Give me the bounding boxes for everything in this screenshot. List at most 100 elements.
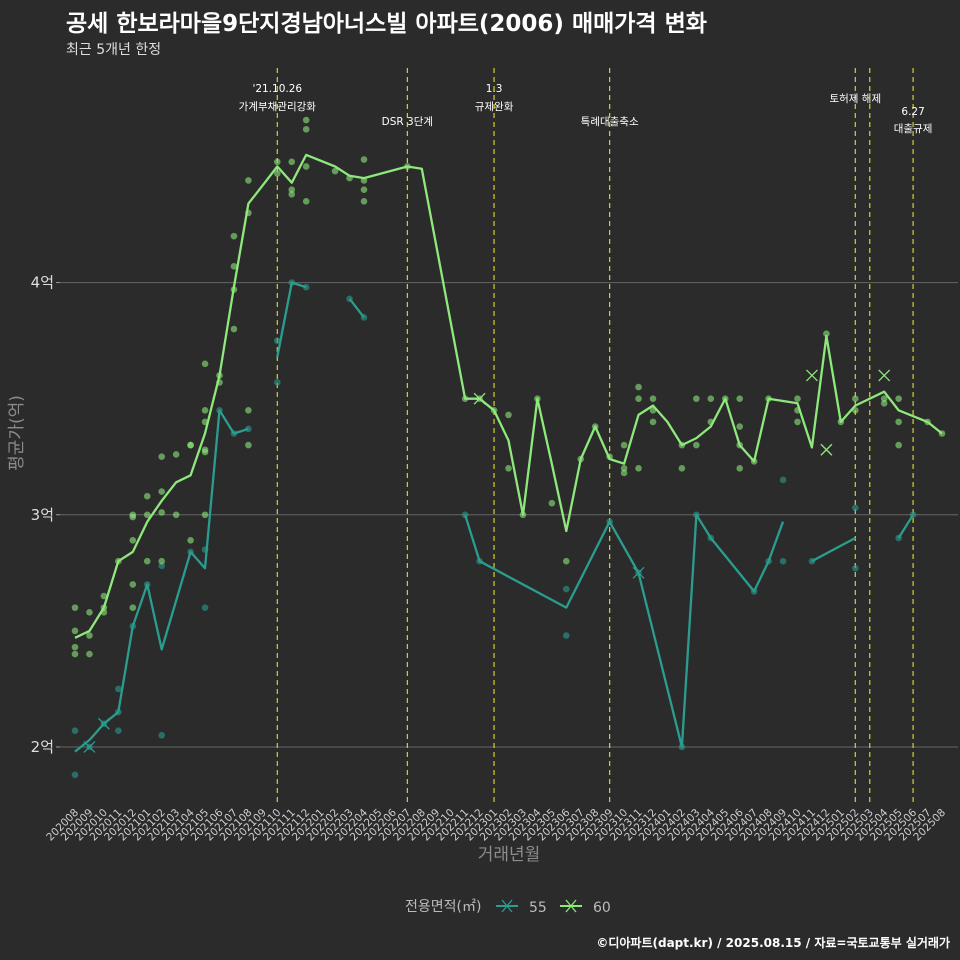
data-point — [172, 451, 180, 458]
data-point — [274, 158, 281, 166]
y-axis-label: 평균가(억) — [7, 395, 27, 471]
legend: 전용면적(㎡) 55 60 — [405, 899, 611, 916]
data-point — [115, 727, 122, 734]
data-point — [563, 585, 570, 593]
data-point — [302, 116, 310, 124]
data-point — [230, 263, 238, 270]
event-label: 가계부채관리강화 — [239, 101, 317, 113]
series-60 — [71, 116, 946, 658]
data-point — [201, 406, 209, 414]
data-point — [302, 198, 310, 205]
data-point — [360, 198, 368, 205]
data-point — [86, 632, 93, 639]
page-subtitle: 최근 5개년 한정 — [66, 42, 162, 58]
data-point — [649, 395, 657, 402]
page-title: 공세 한보라마을9단지경남아너스빌 아파트(2006) 매매가격 변화 — [66, 11, 707, 37]
data-point — [548, 499, 556, 507]
series-line — [276, 281, 307, 358]
data-point — [100, 592, 108, 600]
data-point — [158, 557, 165, 565]
y-tick-label: 3억 — [31, 506, 54, 524]
data-point — [288, 186, 296, 194]
series-line — [811, 536, 856, 563]
data-point — [331, 167, 339, 175]
data-point — [620, 469, 628, 477]
data-point — [693, 441, 700, 449]
data-point — [158, 732, 165, 739]
series-55 — [71, 279, 917, 779]
cross-marker — [632, 566, 645, 579]
cross-marker — [805, 369, 818, 382]
data-point — [158, 562, 165, 570]
event-label: 토허제 해제 — [829, 92, 881, 105]
data-point — [635, 383, 642, 391]
event-label: '21.10.26 — [252, 83, 302, 95]
cross-marker — [878, 369, 891, 382]
data-point — [736, 423, 743, 430]
event-label: 6.27 — [901, 106, 924, 118]
event-label: 대출규제 — [894, 123, 933, 135]
data-point — [201, 511, 209, 519]
data-point — [736, 395, 743, 402]
data-point — [129, 513, 137, 521]
data-point — [563, 557, 570, 565]
data-point — [129, 537, 137, 544]
data-point — [86, 650, 93, 658]
data-point — [172, 511, 180, 519]
data-point — [852, 564, 859, 572]
y-axis-ticks: 2억 3억 4억 — [31, 274, 60, 756]
data-point — [895, 441, 902, 449]
data-point — [852, 395, 859, 402]
data-point — [201, 604, 209, 611]
data-point — [823, 330, 830, 337]
data-point — [288, 158, 296, 166]
data-point — [852, 504, 859, 512]
data-point — [620, 441, 628, 449]
event-label: 1.3 — [486, 83, 503, 95]
event-label: 규제완화 — [475, 100, 514, 113]
data-point — [245, 441, 252, 449]
series-line — [74, 409, 249, 753]
y-tick-label: 4억 — [31, 274, 54, 292]
data-point — [143, 492, 151, 500]
legend-label: 55 — [529, 900, 547, 916]
data-point — [86, 608, 93, 616]
data-point — [288, 191, 296, 198]
data-point — [794, 395, 801, 402]
data-point — [779, 557, 787, 565]
data-point — [187, 441, 194, 449]
data-point — [71, 643, 79, 651]
data-point — [274, 337, 281, 344]
data-point — [230, 232, 238, 240]
data-point — [779, 476, 787, 484]
cross-marker — [473, 392, 486, 405]
data-point — [245, 177, 252, 184]
data-point — [736, 465, 743, 472]
data-point — [230, 325, 238, 333]
data-point — [143, 511, 151, 519]
data-point — [635, 465, 642, 472]
legend-key-cross — [501, 899, 513, 913]
series-line — [464, 513, 785, 749]
data-point — [360, 156, 368, 163]
data-point — [201, 360, 209, 368]
legend-label: 60 — [593, 900, 611, 916]
data-point — [302, 126, 310, 133]
data-point — [129, 581, 137, 588]
x-axis-ticks: 2020082020092020102020112020122021012021… — [44, 806, 948, 843]
data-point — [880, 395, 888, 402]
data-point — [71, 604, 79, 611]
series-line — [348, 298, 365, 319]
data-point — [158, 488, 165, 495]
data-point — [302, 163, 310, 170]
data-point — [880, 400, 888, 407]
data-point — [245, 406, 252, 414]
legend-item-60: 60 — [560, 899, 611, 916]
data-point — [693, 395, 700, 402]
legend-item-55: 55 — [496, 899, 547, 916]
data-point — [895, 395, 902, 402]
data-point — [158, 453, 165, 461]
data-point — [274, 170, 281, 177]
